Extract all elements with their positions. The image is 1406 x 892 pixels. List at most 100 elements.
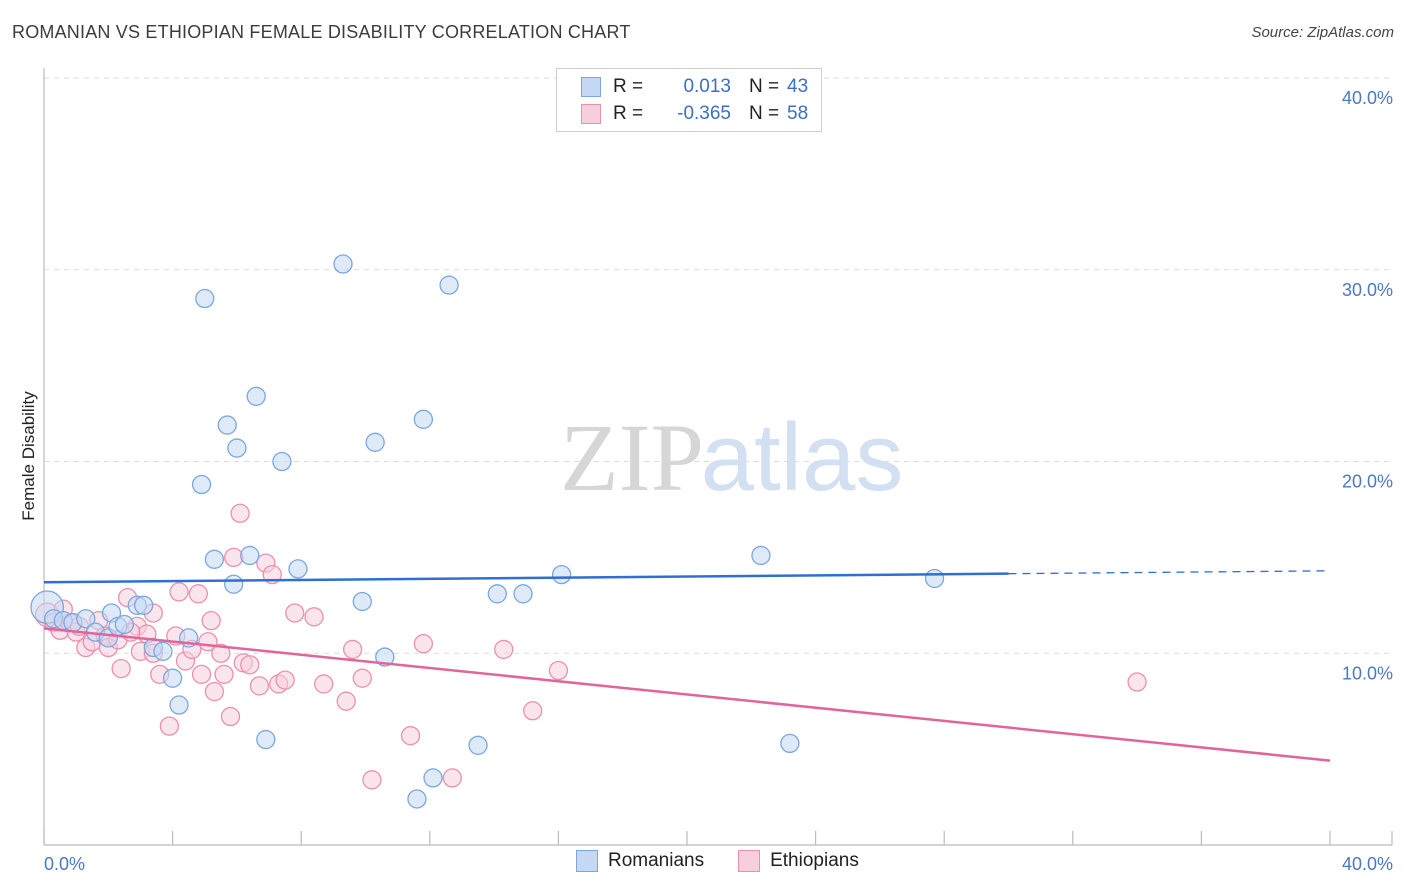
data-point-ethiopians: [1127, 672, 1147, 692]
grid-lines: [44, 77, 1392, 654]
data-point-ethiopians: [249, 676, 270, 696]
data-point-romanians: [204, 549, 225, 569]
chart-title: ROMANIAN VS ETHIOPIAN FEMALE DISABILITY …: [12, 22, 631, 42]
legend-r-label: R =: [613, 103, 644, 124]
data-point-romanians: [272, 451, 292, 472]
data-point-ethiopians: [191, 664, 212, 684]
legend-label-romanians: Romanians: [608, 850, 705, 871]
data-point-romanians: [224, 574, 244, 594]
data-point-romanians: [924, 568, 945, 589]
data-point-romanians: [333, 254, 353, 274]
data-point-romanians: [365, 432, 385, 452]
source-label: Source: ZipAtlas.com: [1251, 24, 1394, 41]
data-point-ethiopians: [336, 691, 356, 711]
legend-row-romanians: R = 0.013 N = 43: [581, 74, 808, 100]
data-point-romanians: [169, 695, 189, 715]
data-point-romanians: [191, 474, 212, 495]
data-point-ethiopians: [314, 674, 334, 694]
data-point-ethiopians: [111, 658, 131, 679]
data-point-ethiopians: [304, 607, 324, 627]
data-point-ethiopians: [352, 668, 372, 688]
data-point-ethiopians: [201, 611, 221, 631]
data-point-romanians: [487, 584, 507, 604]
watermark-zip: ZIP: [560, 404, 704, 511]
data-point-romanians: [246, 386, 266, 406]
series-legend: Romanians Ethiopians: [576, 850, 893, 872]
data-point-romanians: [551, 564, 572, 585]
legend-item-romanians[interactable]: Romanians: [576, 850, 704, 872]
data-point-romanians: [217, 415, 237, 435]
data-point-romanians: [153, 641, 173, 661]
data-point-ethiopians: [342, 639, 363, 660]
data-point-romanians: [352, 591, 372, 612]
x-tick-labels: 0.0% 40.0%: [44, 854, 1393, 874]
data-point-romanians: [134, 595, 154, 615]
x-tick-label: 40.0%: [1342, 854, 1393, 874]
legend-swatch-romanians: [581, 77, 601, 97]
legend-label-ethiopians: Ethiopians: [770, 850, 859, 871]
data-point-ethiopians: [523, 701, 543, 721]
data-point-ethiopians: [169, 582, 189, 602]
legend-swatch-ethiopians: [738, 850, 761, 872]
legend-row-ethiopians: R = -0.365 N = 58: [581, 101, 808, 127]
legend-item-ethiopians[interactable]: Ethiopians: [738, 850, 859, 872]
data-point-romanians: [227, 438, 247, 458]
data-point-ethiopians: [214, 664, 234, 684]
trend-line-ethiopians: [43, 627, 1331, 762]
data-point-ethiopians: [494, 639, 514, 660]
data-point-romanians: [76, 609, 96, 629]
legend-r-value: 0.013: [683, 76, 731, 97]
correlation-legend: R = 0.013 N = 43 R = -0.365 N = 58: [556, 68, 822, 132]
data-point-romanians: [114, 614, 135, 635]
data-point-ethiopians: [159, 716, 180, 736]
data-point-romanians: [407, 789, 427, 809]
trend-line-extension-romanians: [1008, 570, 1331, 575]
data-point-ethiopians: [285, 603, 305, 623]
data-point-ethiopians: [400, 726, 421, 746]
legend-n-label: N =: [749, 103, 780, 124]
data-point-romanians: [439, 275, 459, 295]
data-point-romanians: [195, 288, 215, 309]
data-point-ethiopians: [413, 634, 434, 654]
data-point-romanians: [468, 735, 488, 755]
trend-lines: [43, 570, 1331, 762]
data-point-romanians: [413, 409, 434, 429]
legend-n-value: 43: [787, 76, 809, 97]
data-point-romanians: [751, 545, 771, 566]
axes: [43, 68, 1393, 846]
data-point-ethiopians: [188, 584, 208, 604]
data-point-ethiopians: [275, 670, 295, 690]
data-points: [30, 254, 1147, 809]
trend-line-romanians: [43, 572, 1009, 584]
y-tick-labels: 10.0% 20.0% 30.0% 40.0%: [1342, 88, 1393, 683]
data-point-romanians: [780, 733, 800, 754]
data-point-ethiopians: [240, 655, 260, 675]
data-point-ethiopians: [230, 503, 250, 523]
data-point-romanians: [288, 559, 308, 579]
y-axis-title: Female Disability: [19, 391, 38, 521]
data-point-romanians: [375, 647, 395, 667]
legend-swatch-romanians: [576, 850, 598, 872]
data-point-romanians: [423, 768, 443, 788]
data-point-ethiopians: [442, 768, 462, 788]
data-point-ethiopians: [220, 706, 241, 727]
legend-n-label: N =: [749, 76, 780, 97]
legend-swatch-ethiopians: [581, 104, 601, 124]
y-tick-label: 20.0%: [1342, 472, 1393, 492]
data-point-ethiopians: [224, 547, 244, 568]
data-point-romanians: [513, 584, 533, 604]
x-tick-label: 0.0%: [44, 854, 85, 874]
data-point-ethiopians: [211, 643, 231, 663]
data-point-romanians: [256, 729, 276, 750]
data-point-ethiopians: [548, 660, 569, 681]
legend-n-value: 58: [787, 103, 809, 124]
data-point-romanians: [240, 545, 260, 566]
data-point-ethiopians: [362, 770, 382, 790]
legend-r-value: -0.365: [677, 103, 731, 124]
y-tick-label: 30.0%: [1342, 280, 1393, 300]
y-tick-label: 10.0%: [1342, 663, 1393, 683]
data-point-ethiopians: [204, 681, 225, 702]
legend-r-label: R =: [613, 76, 644, 97]
watermark-atlas: atlas: [701, 404, 904, 511]
